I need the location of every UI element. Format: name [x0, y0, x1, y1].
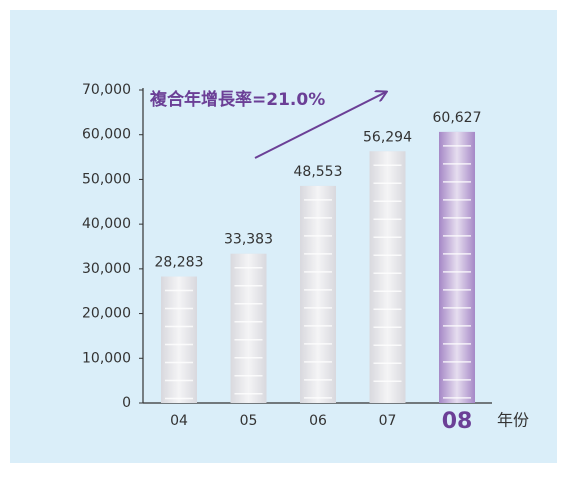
y-tick-label: 70,000 [82, 82, 131, 98]
x-tick-label: 06 [309, 413, 327, 429]
x-tick-label: 08 [442, 409, 473, 434]
annotation: 複合年增長率=21.0% [149, 89, 325, 110]
value-label: 48,553 [294, 164, 343, 180]
x-tick-label: 07 [379, 413, 397, 429]
bar-shine [230, 253, 267, 403]
y-tick-label: 10,000 [82, 350, 131, 366]
bar-shine [439, 131, 475, 403]
x-axis-label: 年份 [497, 411, 529, 430]
bar-shine [369, 151, 406, 403]
x-tick-label: 05 [240, 413, 258, 429]
bar-shine [300, 185, 336, 403]
growth-arrow [254, 92, 386, 159]
value-label: 60,627 [433, 110, 482, 126]
bar-shine [161, 276, 197, 403]
y-tick-label: 40,000 [82, 216, 131, 232]
y-tick-label: 30,000 [82, 261, 131, 277]
x-tick-label: 04 [170, 413, 188, 429]
y-tick-label: 0 [122, 395, 131, 411]
value-label: 28,283 [155, 255, 204, 271]
value-label: 56,294 [363, 129, 412, 145]
y-tick-label: 50,000 [82, 171, 131, 187]
value-label: 33,383 [224, 232, 273, 248]
y-tick-label: 20,000 [82, 306, 131, 322]
y-tick-label: 60,000 [82, 127, 131, 143]
